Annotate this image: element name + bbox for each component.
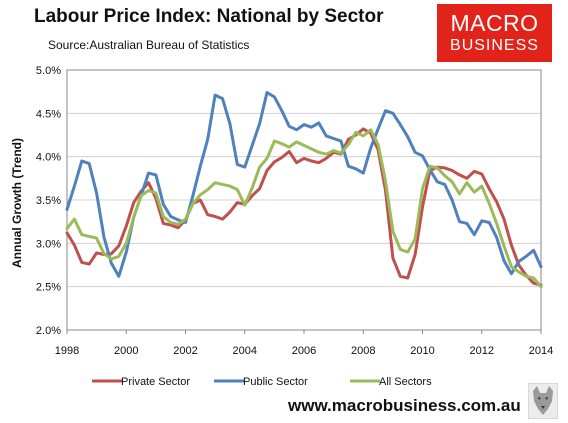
legend-label: Public Sector xyxy=(243,376,308,388)
legend: Private Sector Public Sector All Sectors xyxy=(92,376,432,388)
macro-business-logo[interactable]: MACRO BUSINESS xyxy=(437,4,552,62)
series-lines xyxy=(65,91,543,289)
y-tick-label: 4.0% xyxy=(36,152,61,164)
x-tick-label: 2000 xyxy=(114,345,138,357)
y-tick-label: 2.0% xyxy=(36,325,61,337)
x-tick-label: 1998 xyxy=(55,345,79,357)
x-tick-label: 2002 xyxy=(173,345,197,357)
x-tick-label: 2008 xyxy=(351,345,375,357)
series-line-private-sector xyxy=(65,127,543,287)
series-line-public-sector xyxy=(65,91,543,278)
y-tick-label: 3.0% xyxy=(36,238,61,250)
y-axis-label: Annual Growth (Trend) xyxy=(10,138,24,268)
y-tick-label: 3.5% xyxy=(36,195,61,207)
x-axis-ticks: 1998 2000 2002 2004 2006 2008 2010 2012 2014 xyxy=(55,330,553,357)
y-axis-ticks: 2.0% 2.5% 3.0% 3.5% 4.0% 4.5% 5.0% xyxy=(36,65,61,337)
x-tick-label: 2004 xyxy=(233,345,257,357)
logo-line-2: BUSINESS xyxy=(450,37,539,54)
chart-subtitle: Source:Australian Bureau of Statistics xyxy=(48,38,250,52)
legend-label: Private Sector xyxy=(121,376,190,388)
logo-line-1: MACRO xyxy=(450,10,539,36)
x-tick-label: 2012 xyxy=(470,345,494,357)
x-tick-label: 2006 xyxy=(292,345,316,357)
chart-title: Labour Price Index: National by Sector xyxy=(34,6,384,27)
legend-label: All Sectors xyxy=(379,376,432,388)
y-tick-label: 5.0% xyxy=(36,65,61,77)
x-tick-label: 2010 xyxy=(410,345,434,357)
x-tick-label: 2014 xyxy=(529,345,553,357)
website-url[interactable]: www.macrobusiness.com.au xyxy=(288,396,521,415)
y-tick-label: 4.5% xyxy=(36,108,61,120)
y-tick-label: 2.5% xyxy=(36,282,61,294)
series-line-all-sectors xyxy=(65,128,543,289)
wolf-logo-icon xyxy=(528,383,558,419)
